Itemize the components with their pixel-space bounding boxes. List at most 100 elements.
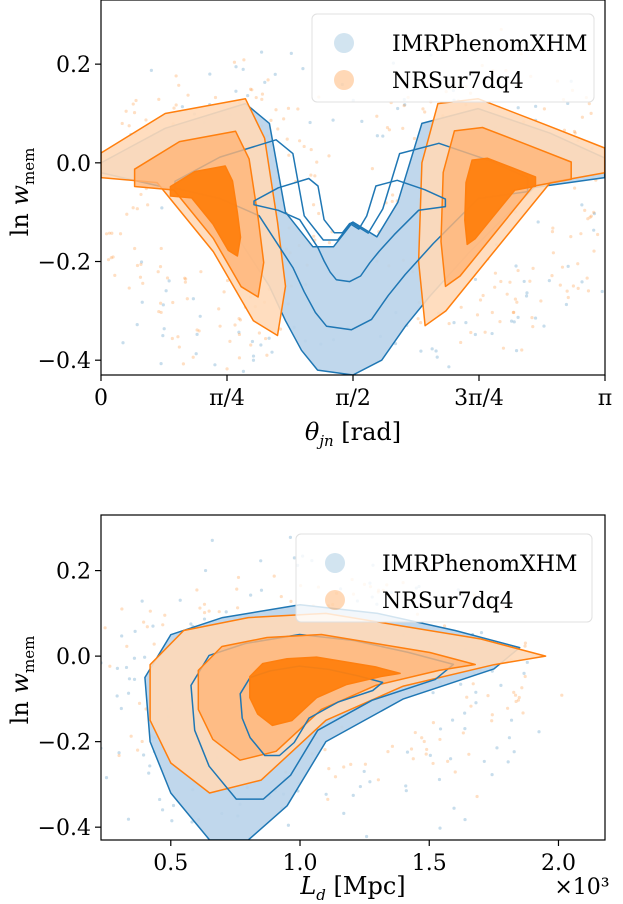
sample-point [108,664,112,668]
sample-point [481,293,485,298]
sample-point [278,327,283,331]
sample-point [148,764,152,768]
sample-point [615,128,618,131]
y-axis-label: ln wmem [6,636,38,725]
sample-point [194,352,198,356]
sample-point [473,332,477,337]
sample-point [140,739,144,744]
sample-point [115,694,119,698]
legend-box [311,13,595,103]
sample-point [237,356,242,360]
sample-point [520,686,524,690]
sample-point [516,106,520,110]
sample-point [453,770,457,774]
sample-point [463,817,467,822]
sample-point [516,315,520,319]
sample-point [184,277,188,281]
sample-point [213,95,218,100]
sample-point [412,136,417,141]
sample-point [124,109,128,113]
sample-point [323,382,326,385]
sample-point [501,346,506,350]
sample-point [110,231,114,235]
sample-point [210,538,214,542]
sample-point [267,336,271,340]
sample-point [564,302,569,307]
sample-point [363,762,368,766]
sample-point [286,106,291,110]
sample-point [148,609,152,613]
sample-point [241,369,246,373]
sample-point [323,748,327,752]
sample-point [234,89,238,93]
sample-point [174,74,178,78]
sample-point [180,105,184,109]
sample-point [607,303,610,306]
sample-point [202,617,207,621]
sample-point [587,102,591,106]
sample-point [139,262,143,267]
sample-point [254,95,258,100]
sample-point [250,382,253,385]
sample-point [134,98,138,103]
sample-point [238,318,242,322]
sample-point [120,634,124,638]
sample-point [565,289,569,293]
sample-point [479,631,484,635]
sample-point [482,759,486,764]
sample-point [141,281,145,285]
sample-point [423,110,427,114]
y-tick-label: −0.2 [38,251,91,276]
x-axis-label: θjn [rad] [305,418,401,450]
sample-point [474,690,478,694]
sample-point [309,147,313,152]
sample-point [431,761,435,766]
sample-point [126,691,131,695]
sample-point [251,354,256,358]
sample-point [447,365,451,369]
sample-point [140,300,144,304]
sample-point [588,215,592,219]
x-tick-label: π/4 [209,386,245,411]
sample-point [117,751,121,755]
sample-point [117,753,121,758]
sample-point [516,268,520,273]
sample-point [161,334,165,338]
sample-point [131,206,135,210]
sample-point [401,126,405,130]
sample-point [297,139,302,143]
sample-point [45,182,48,185]
sample-point [509,319,514,323]
sample-point [422,739,426,744]
sample-point [448,757,453,761]
sample-point [513,297,518,301]
sample-point [405,750,410,754]
sample-point [312,234,316,238]
sample-point [309,173,313,177]
sample-point [68,696,71,699]
sample-point [396,106,400,111]
sample-point [583,208,587,213]
sample-point [185,297,189,301]
sample-point [202,610,207,615]
sample-point [118,232,123,236]
sample-point [263,80,267,84]
sample-point [523,641,528,645]
sample-point [521,711,525,715]
sample-point [498,320,502,324]
x-tick-label: π/2 [335,386,371,411]
sample-point [72,671,75,674]
y-axis-label: ln wmem [6,148,38,237]
sample-point [360,119,364,124]
sample-point [368,780,372,784]
sample-point [217,610,221,614]
sample-point [279,594,283,599]
sample-point [490,331,494,336]
sample-point [91,739,94,742]
sample-point [83,295,86,298]
sample-point [342,765,346,769]
sample-point [183,276,187,280]
sample-point [259,343,263,347]
sample-point [514,264,518,268]
sample-point [580,280,584,284]
